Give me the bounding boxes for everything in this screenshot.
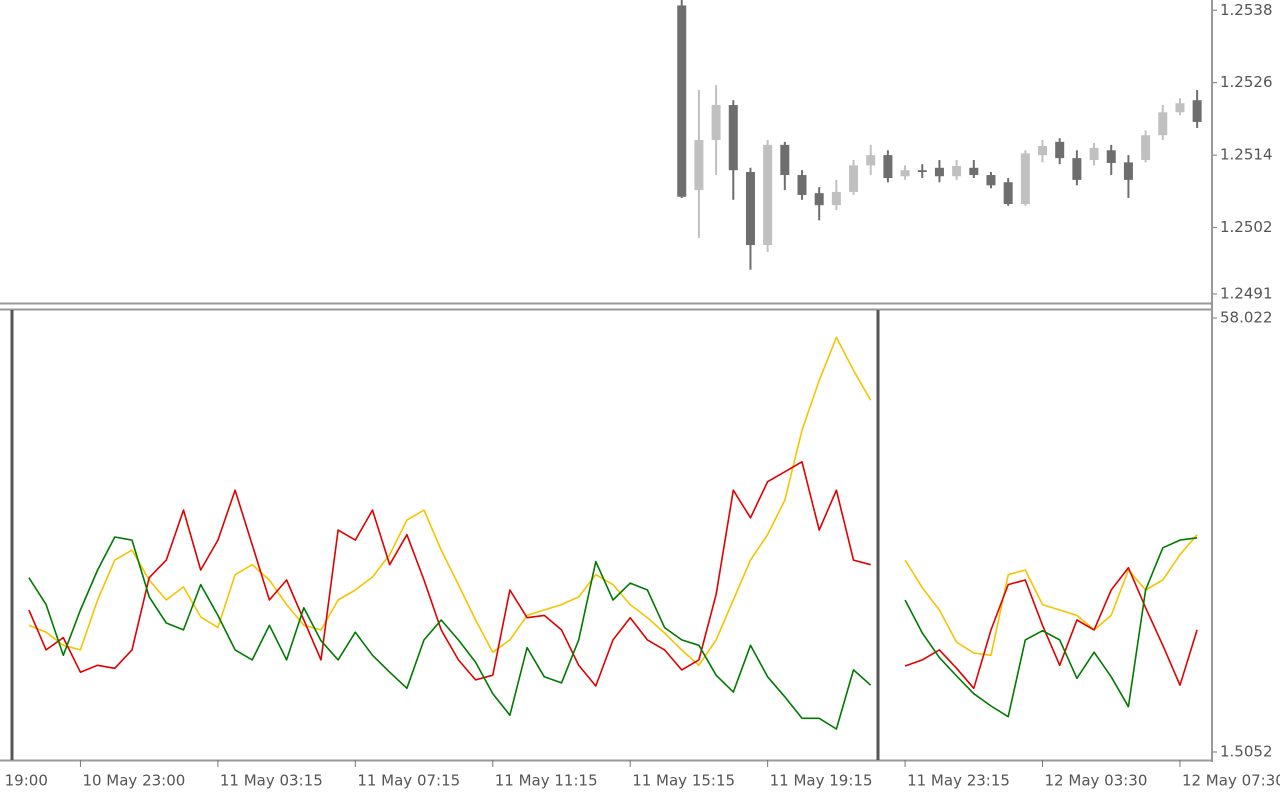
- candle-body: [1141, 135, 1151, 160]
- candle-body: [866, 155, 876, 166]
- time-label: 11 May 23:15: [907, 772, 1010, 790]
- candle-body: [1020, 153, 1030, 205]
- y-tick-label: 1.2502: [1220, 218, 1273, 236]
- time-label: 11 May 11:15: [495, 772, 598, 790]
- candle-body: [917, 170, 927, 173]
- y-tick-label: 1.2491: [1220, 284, 1273, 302]
- candle-body: [745, 172, 755, 246]
- candle-body: [814, 193, 824, 206]
- candle-body: [677, 5, 687, 197]
- candle-body: [1055, 141, 1065, 159]
- indicator-line: [28, 336, 1198, 667]
- candle-body: [1192, 100, 1202, 122]
- candle-body: [694, 140, 704, 191]
- time-label: 11 May 07:15: [357, 772, 460, 790]
- y-tick-label: 58.022: [1220, 309, 1273, 327]
- time-label: 11 May 15:15: [632, 772, 735, 790]
- candle-body: [711, 105, 721, 141]
- candle-body: [1123, 162, 1133, 180]
- candle-body: [1158, 112, 1168, 136]
- candle-body: [831, 191, 841, 206]
- time-label: 11 May 19:15: [770, 772, 873, 790]
- y-tick-label: 1.2514: [1220, 146, 1273, 164]
- candle-body: [728, 105, 738, 171]
- candle-body: [952, 165, 962, 177]
- y-tick-label: 1.5052: [1220, 743, 1273, 761]
- y-tick-label: 1.2526: [1220, 73, 1273, 91]
- candle-body: [1089, 147, 1099, 160]
- candle-body: [1106, 150, 1116, 163]
- candle-body: [1072, 158, 1082, 180]
- candle-body: [934, 167, 944, 177]
- time-label: 10 May 23:00: [82, 772, 185, 790]
- time-label: 12 May 07:30: [1182, 772, 1280, 790]
- candle-body: [797, 175, 807, 195]
- time-label: 12 May 03:30: [1045, 772, 1148, 790]
- candle-body: [780, 144, 790, 176]
- candle-body: [1003, 182, 1013, 205]
- indicator-line: [28, 536, 1198, 730]
- time-label: 11 May 03:15: [220, 772, 323, 790]
- candle-body: [763, 144, 773, 246]
- candle-body: [986, 175, 996, 186]
- candle-body: [900, 170, 910, 177]
- candle-body: [883, 155, 893, 179]
- candle-body: [849, 165, 859, 192]
- y-tick-label: 1.2538: [1220, 1, 1273, 19]
- indicator-line: [28, 461, 1198, 690]
- time-label: 10 May 19:00: [0, 772, 48, 790]
- candle-body: [1175, 103, 1185, 113]
- candle-body: [969, 167, 979, 176]
- candle-body: [1038, 146, 1048, 156]
